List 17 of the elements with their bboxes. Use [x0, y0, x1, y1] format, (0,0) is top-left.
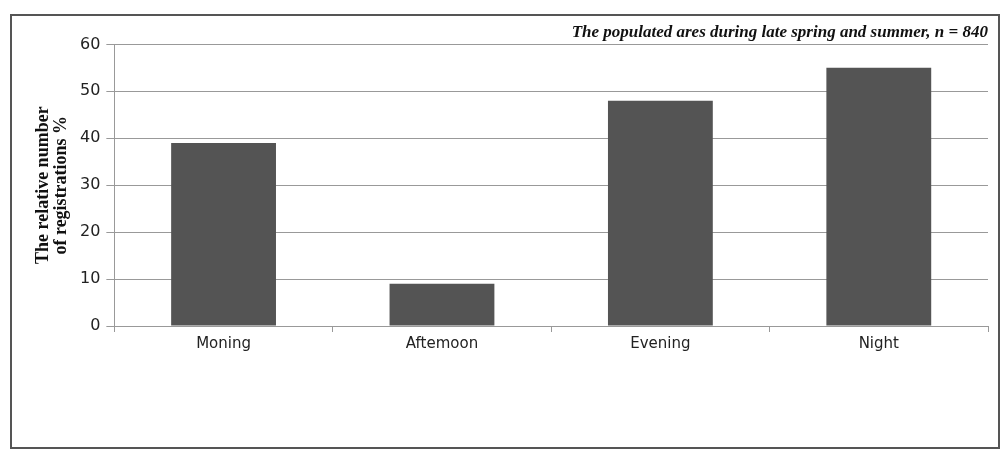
bar	[607, 100, 713, 326]
y-tick-label: 30	[80, 174, 101, 194]
y-tick-label: 10	[80, 268, 101, 288]
y-axis-title: The relative number of registrations %	[31, 106, 70, 265]
y-tick-label: 20	[80, 221, 101, 241]
bar	[826, 67, 932, 326]
x-tick-label: Moning	[196, 333, 251, 352]
x-tick-label: Aftemoon	[405, 333, 479, 352]
y-tick-label: 60	[80, 33, 101, 53]
x-tick-label: Evening	[630, 333, 691, 352]
x-tick-label: Night	[858, 333, 900, 352]
y-tick-label: 0	[90, 315, 101, 335]
bar	[171, 142, 276, 326]
chart-title: The populated ares during late spring and summer, n = 840	[571, 21, 989, 41]
y-tick-label: 40	[80, 127, 101, 147]
y-tick-label: 50	[80, 80, 101, 100]
bar	[389, 283, 495, 326]
